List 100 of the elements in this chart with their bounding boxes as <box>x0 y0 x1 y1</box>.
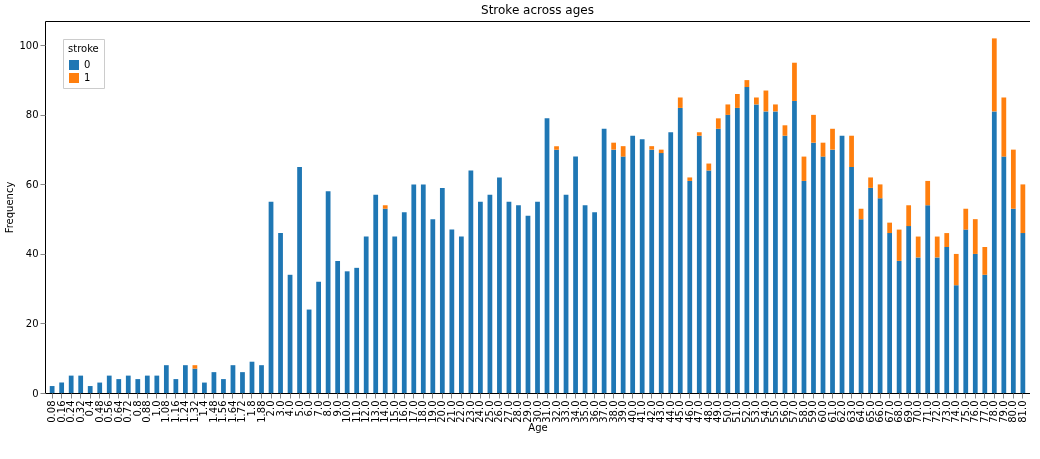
x-tick-label: 59.0 <box>807 400 819 423</box>
bar <box>382 205 388 209</box>
bar <box>78 375 84 393</box>
bar <box>868 177 873 188</box>
bar <box>887 222 892 234</box>
x-tick-label: 29.0 <box>521 400 533 423</box>
bar <box>1010 149 1016 209</box>
x-tick-label: 41.0 <box>636 400 648 423</box>
bar <box>1001 156 1007 393</box>
bar <box>401 212 407 393</box>
bar <box>382 208 388 393</box>
bar <box>49 386 55 393</box>
bar <box>991 111 997 393</box>
bar <box>192 365 198 369</box>
x-tick-label: 71.0 <box>921 400 933 423</box>
bar <box>125 375 131 393</box>
x-tick-label: 77.0 <box>978 400 990 423</box>
x-tick-label: 8.0 <box>322 400 334 417</box>
bar <box>420 184 426 393</box>
x-tick-label: 58.0 <box>797 400 809 423</box>
bar <box>97 382 103 393</box>
x-tick-label: 45.0 <box>674 400 686 423</box>
x-tick-label: 0.56 <box>103 400 115 423</box>
x-tick-label: 80.0 <box>1007 400 1019 423</box>
x-tick-label: 1.88 <box>255 400 267 423</box>
bar <box>830 149 835 393</box>
x-tick-label: 72.0 <box>931 400 943 423</box>
bar <box>1010 208 1016 393</box>
bar <box>297 167 302 393</box>
bar <box>963 229 969 393</box>
x-tick-label: 36.0 <box>588 400 600 423</box>
y-tick-label: 0 <box>32 387 39 399</box>
bar <box>1020 184 1026 234</box>
x-tick-label: 53.0 <box>750 400 762 423</box>
x-tick-label: 81.0 <box>1016 400 1028 423</box>
bar <box>135 379 141 393</box>
x-tick-label: 33.0 <box>560 400 572 423</box>
bar <box>715 118 721 129</box>
bar <box>106 375 112 393</box>
bar <box>1020 233 1026 393</box>
x-tick-label: 22.0 <box>455 400 467 423</box>
x-tick-label: 27.0 <box>502 400 514 423</box>
x-tick-label: 1.56 <box>217 400 229 423</box>
bar <box>335 260 341 393</box>
x-tick-label: 1.72 <box>236 400 248 423</box>
x-tick-label: 63.0 <box>845 400 857 423</box>
y-tick-label: 60 <box>25 178 39 190</box>
bar <box>392 236 398 393</box>
bar <box>715 128 721 393</box>
x-tick-label: 68.0 <box>893 400 905 423</box>
bar <box>706 170 712 393</box>
bar <box>868 187 873 393</box>
x-tick-label: 0.08 <box>46 400 58 423</box>
bar <box>620 156 626 393</box>
x-tick-label: 62.0 <box>836 400 848 423</box>
bar <box>68 375 74 393</box>
x-tick-label: 39.0 <box>617 400 629 423</box>
x-tick-label: 3.0 <box>274 400 286 417</box>
x-tick-label: 15.0 <box>388 400 400 423</box>
bar <box>59 382 65 393</box>
bar <box>458 236 464 393</box>
x-tick-label: 46.0 <box>683 400 695 423</box>
bar <box>87 386 93 393</box>
x-tick-label: 0.8 <box>131 400 143 417</box>
bar <box>497 177 502 393</box>
x-tick-label: 1.32 <box>188 400 200 423</box>
x-tick-label: 6.0 <box>303 400 315 417</box>
bar <box>725 114 731 393</box>
x-tick-label: 32.0 <box>550 400 562 423</box>
x-tick-label: 43.0 <box>655 400 667 423</box>
x-tick-label: 61.0 <box>826 400 838 423</box>
bar <box>668 132 674 393</box>
bar <box>896 229 902 261</box>
x-tick-label: 38.0 <box>607 400 619 423</box>
bar <box>316 281 321 393</box>
x-tick-label: 64.0 <box>855 400 867 423</box>
bar <box>173 379 179 393</box>
bar <box>649 146 655 150</box>
x-tick-label: 20.0 <box>436 400 448 423</box>
bar <box>516 205 521 393</box>
y-tick-label: 20 <box>25 317 39 329</box>
bar <box>915 257 921 393</box>
bar <box>773 104 778 112</box>
bar <box>554 146 559 150</box>
bar <box>449 229 455 393</box>
x-tick-label: 26.0 <box>493 400 505 423</box>
x-tick-label: 11.0 <box>350 400 362 423</box>
x-tick-label: 13.0 <box>369 400 381 423</box>
bar <box>183 365 188 393</box>
x-tick-label: 0.24 <box>65 400 77 423</box>
bar <box>972 253 978 393</box>
bar <box>163 365 169 393</box>
x-tick-label: 76.0 <box>969 400 981 423</box>
bar <box>991 38 997 112</box>
bar <box>649 149 655 393</box>
bar <box>363 236 369 393</box>
bar <box>535 201 540 393</box>
x-tick-label: 74.0 <box>950 400 962 423</box>
x-tick-label: 30.0 <box>531 400 543 423</box>
x-tick-label: 7.0 <box>312 400 324 417</box>
